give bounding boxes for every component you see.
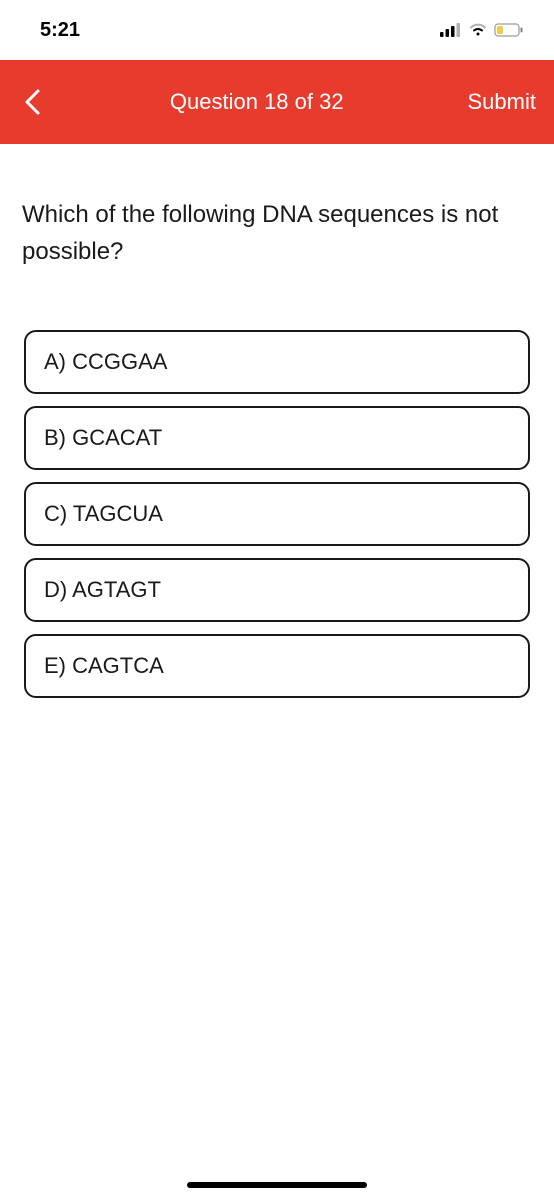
wifi-icon [468,23,488,37]
home-indicator[interactable] [187,1182,367,1188]
status-icons [440,23,524,37]
status-bar: 5:21 [0,0,554,60]
option-e[interactable]: E) CAGTCA [24,634,530,698]
option-d[interactable]: D) AGTAGT [24,558,530,622]
chevron-left-icon [23,88,41,116]
status-time: 5:21 [40,19,80,42]
content-area: Which of the following DNA sequences is … [0,144,554,698]
header-bar: Question 18 of 32 Submit [0,60,554,144]
options-list: A) CCGGAA B) GCACAT C) TAGCUA D) AGTAGT … [22,330,532,698]
cellular-icon [440,23,462,37]
option-c[interactable]: C) TAGCUA [24,482,530,546]
battery-icon [494,23,524,37]
question-text: Which of the following DNA sequences is … [22,196,532,270]
option-b[interactable]: B) GCACAT [24,406,530,470]
question-counter: Question 18 of 32 [170,89,344,115]
option-a[interactable]: A) CCGGAA [24,330,530,394]
back-button[interactable] [18,88,46,116]
submit-button[interactable]: Submit [468,89,536,115]
